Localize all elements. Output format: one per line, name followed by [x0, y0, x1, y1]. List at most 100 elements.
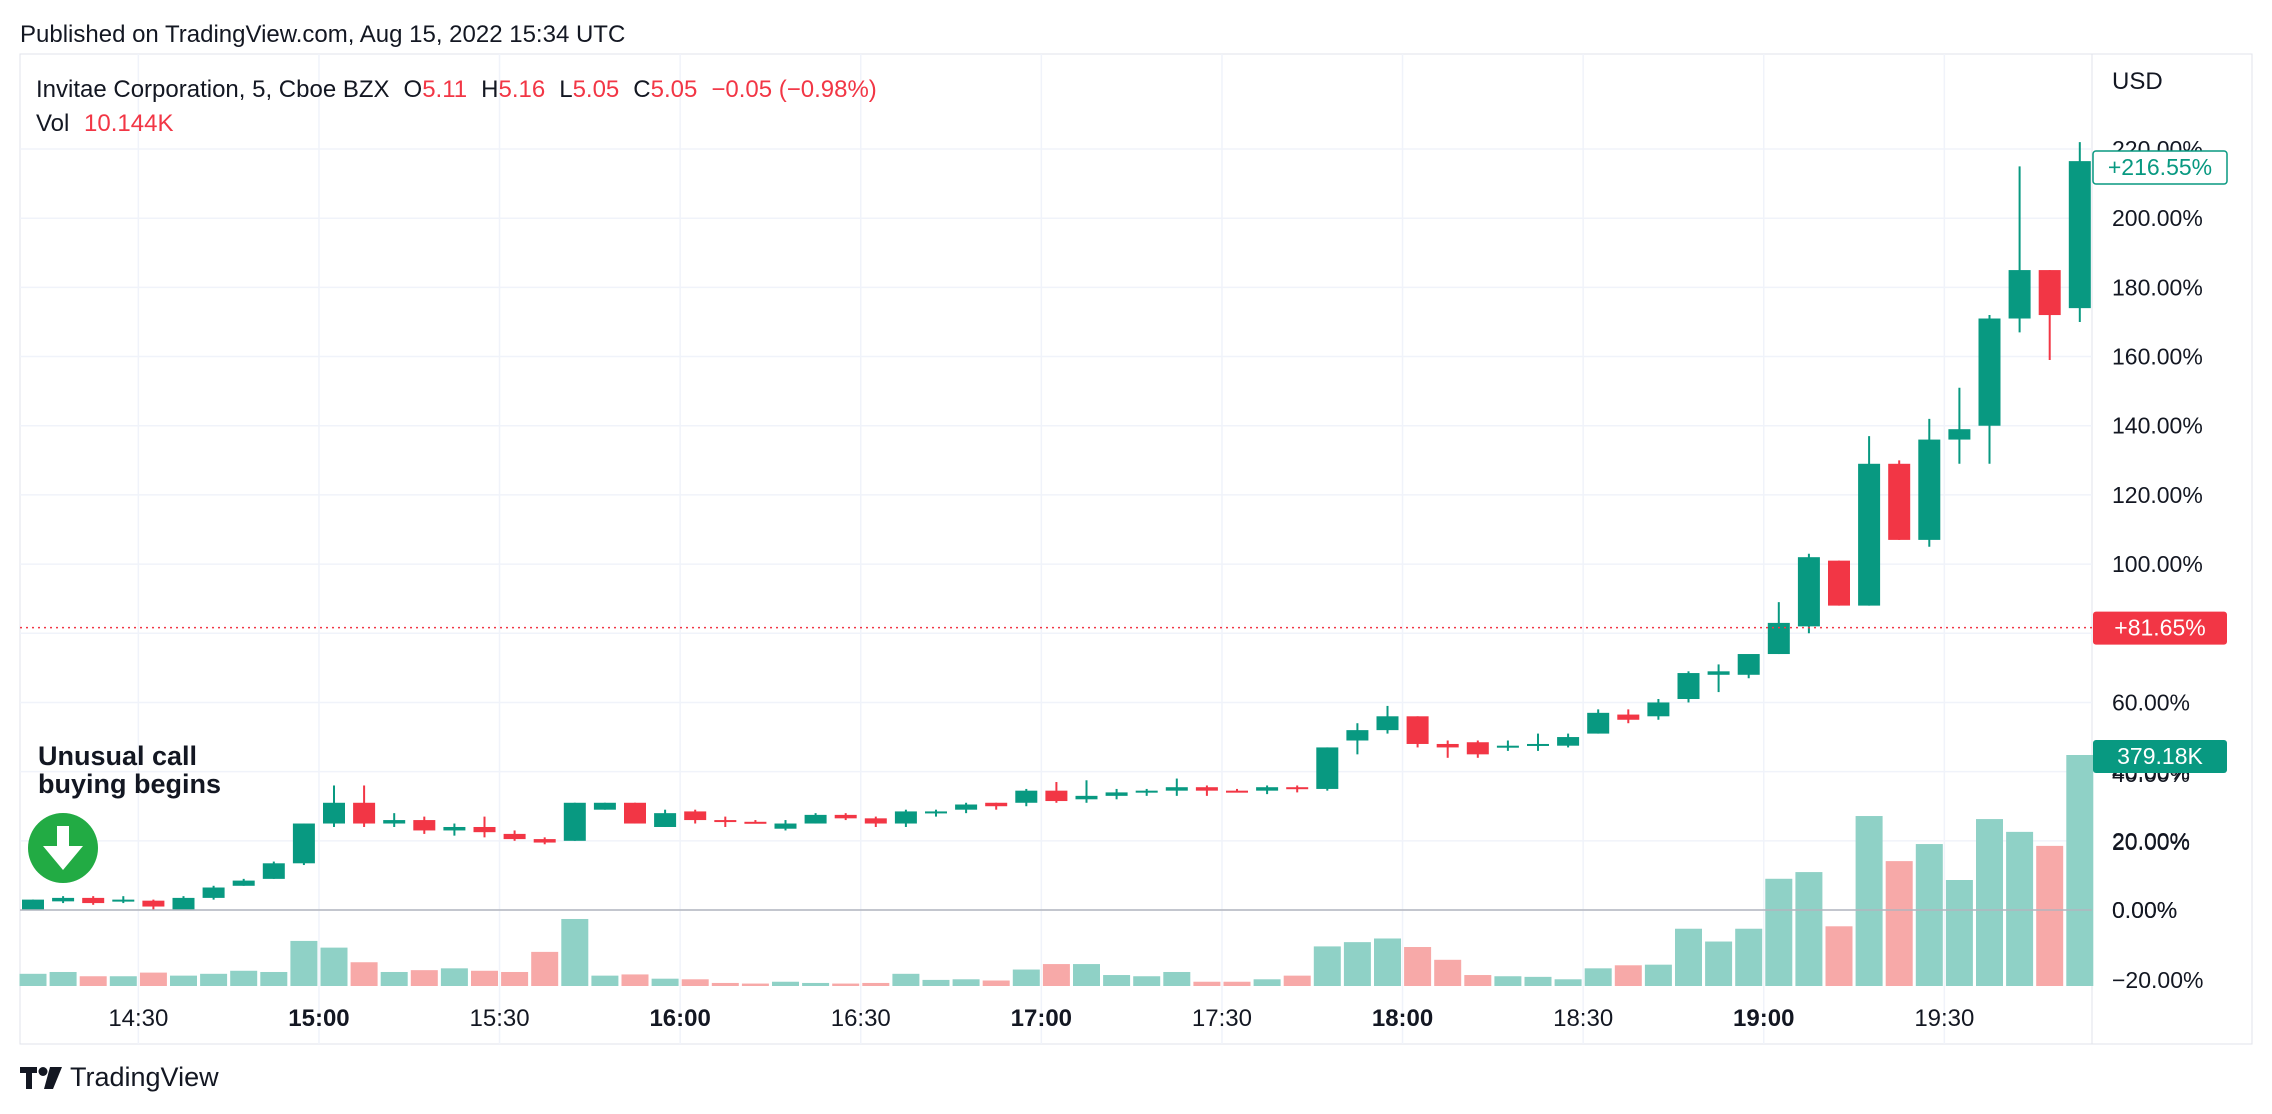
- close-value: 5.05: [650, 76, 698, 103]
- candle-body: [1045, 790, 1068, 802]
- candle-body: [684, 811, 707, 821]
- candle-body: [2038, 270, 2061, 316]
- volume-label: Vol: [36, 110, 70, 137]
- volume-bar: [591, 975, 619, 986]
- candle-body: [1587, 712, 1610, 734]
- volume-bar: [290, 940, 318, 986]
- candle-body: [1346, 730, 1369, 741]
- candle-body: [624, 802, 646, 824]
- volume-bar: [2006, 831, 2034, 986]
- candle-body: [1767, 622, 1790, 655]
- low-label: L: [559, 76, 573, 103]
- volume-bar: [1283, 975, 1311, 986]
- reference-badge-bg: [2093, 611, 2227, 645]
- volume-bar: [531, 951, 559, 986]
- volume-bar: [501, 971, 529, 986]
- y-tick-label: 20.00%: [2112, 828, 2190, 854]
- annotation-line-1: Unusual call: [38, 741, 198, 771]
- tradingview-brand[interactable]: TradingView: [20, 1062, 219, 1093]
- candle-body: [262, 863, 285, 879]
- volume-bar: [1554, 979, 1582, 986]
- candle-body: [112, 899, 135, 902]
- candle-body: [1617, 714, 1640, 720]
- price-badges: +216.55% +81.65% 379.18K: [2092, 150, 2228, 773]
- x-tick-label: 16:00: [649, 1005, 710, 1032]
- volume-badge: 379.18K: [2117, 743, 2203, 769]
- candle-body: [2068, 161, 2091, 309]
- candle-body: [1707, 671, 1730, 675]
- candle-body: [1105, 792, 1128, 796]
- change-value: −0.05 (−0.98%): [711, 76, 877, 103]
- candle-body: [353, 802, 376, 824]
- volume-bar: [681, 979, 709, 986]
- y-tick-label: 180.00%: [2112, 274, 2203, 300]
- volume-bar: [1103, 975, 1131, 986]
- volume-bar: [1524, 976, 1552, 986]
- volume-bar: [1825, 926, 1853, 986]
- y-tick-label: 0.00%: [2112, 897, 2177, 923]
- volume-bar: [410, 970, 438, 986]
- x-tick-label: 14:30: [108, 1005, 168, 1032]
- tradingview-logo-icon: [20, 1066, 62, 1089]
- x-tick-label: 15:30: [470, 1005, 530, 1032]
- volume-bar: [711, 982, 739, 986]
- volume-bar: [1915, 844, 1943, 986]
- volume-bar: [1253, 979, 1281, 986]
- volume-bar: [1343, 942, 1371, 986]
- candle-body: [473, 826, 496, 833]
- volume-bar: [1735, 928, 1763, 986]
- candle-body: [1466, 742, 1489, 755]
- candle-body: [1195, 787, 1218, 791]
- candle-body: [1256, 787, 1279, 791]
- candle-body: [22, 899, 44, 910]
- volume-bar: [260, 971, 288, 986]
- candle-body: [1557, 737, 1580, 746]
- lower-tick-label: 20.00%: [2112, 829, 2190, 855]
- volume-bar: [1163, 971, 1191, 986]
- volume-bar: [1193, 981, 1221, 986]
- lower-tick-label: 0.00%: [2112, 897, 2177, 923]
- y-tick-label: 100.00%: [2112, 551, 2203, 577]
- volume-value: 10.144K: [84, 110, 174, 137]
- volume-bar: [1404, 947, 1432, 986]
- chart-grid: [19, 53, 2253, 1045]
- y-tick-label: 60.00%: [2112, 689, 2190, 715]
- volume-bar: [1313, 946, 1341, 986]
- last-price-badge: +216.55%: [2108, 154, 2212, 180]
- volume-bar: [1434, 959, 1462, 986]
- brand-name: TradingView: [70, 1062, 219, 1092]
- volume-bar: [350, 962, 378, 986]
- volume-bar: [741, 983, 769, 986]
- volume-bar: [170, 975, 197, 986]
- volume-bars: [19, 755, 2094, 986]
- candle-body: [1376, 716, 1399, 731]
- volume-bar: [952, 979, 980, 986]
- candle-body: [744, 821, 767, 824]
- axes: 0.00%20.00%40.00%60.00%80.00%100.00%120.…: [108, 68, 2203, 1032]
- candle-body: [593, 802, 616, 810]
- candle-body: [714, 820, 737, 823]
- volume-bar: [832, 983, 860, 986]
- volume-bar: [1614, 965, 1642, 986]
- candle-body: [985, 802, 1008, 807]
- volume-bar: [109, 976, 137, 986]
- candle-body: [1226, 790, 1248, 793]
- last-price-badge-bg: [2092, 150, 2228, 185]
- volume-legend: Vol 10.144K: [36, 109, 173, 139]
- candle-body: [925, 811, 947, 814]
- x-tick-label: 18:30: [1553, 1005, 1613, 1032]
- volume-bar: [982, 980, 1010, 986]
- volume-bar: [2036, 845, 2064, 986]
- candle-body: [533, 839, 556, 843]
- candle-body: [413, 820, 436, 831]
- volume-bar: [471, 970, 498, 986]
- candle-body: [1978, 318, 2001, 426]
- down-arrow-icon: [28, 813, 98, 883]
- candle-body: [804, 814, 827, 824]
- volume-bar: [200, 973, 228, 986]
- candle-body: [894, 811, 917, 824]
- volume-bar: [1012, 969, 1040, 986]
- candle-body: [1436, 743, 1459, 748]
- candle-body: [1165, 787, 1188, 791]
